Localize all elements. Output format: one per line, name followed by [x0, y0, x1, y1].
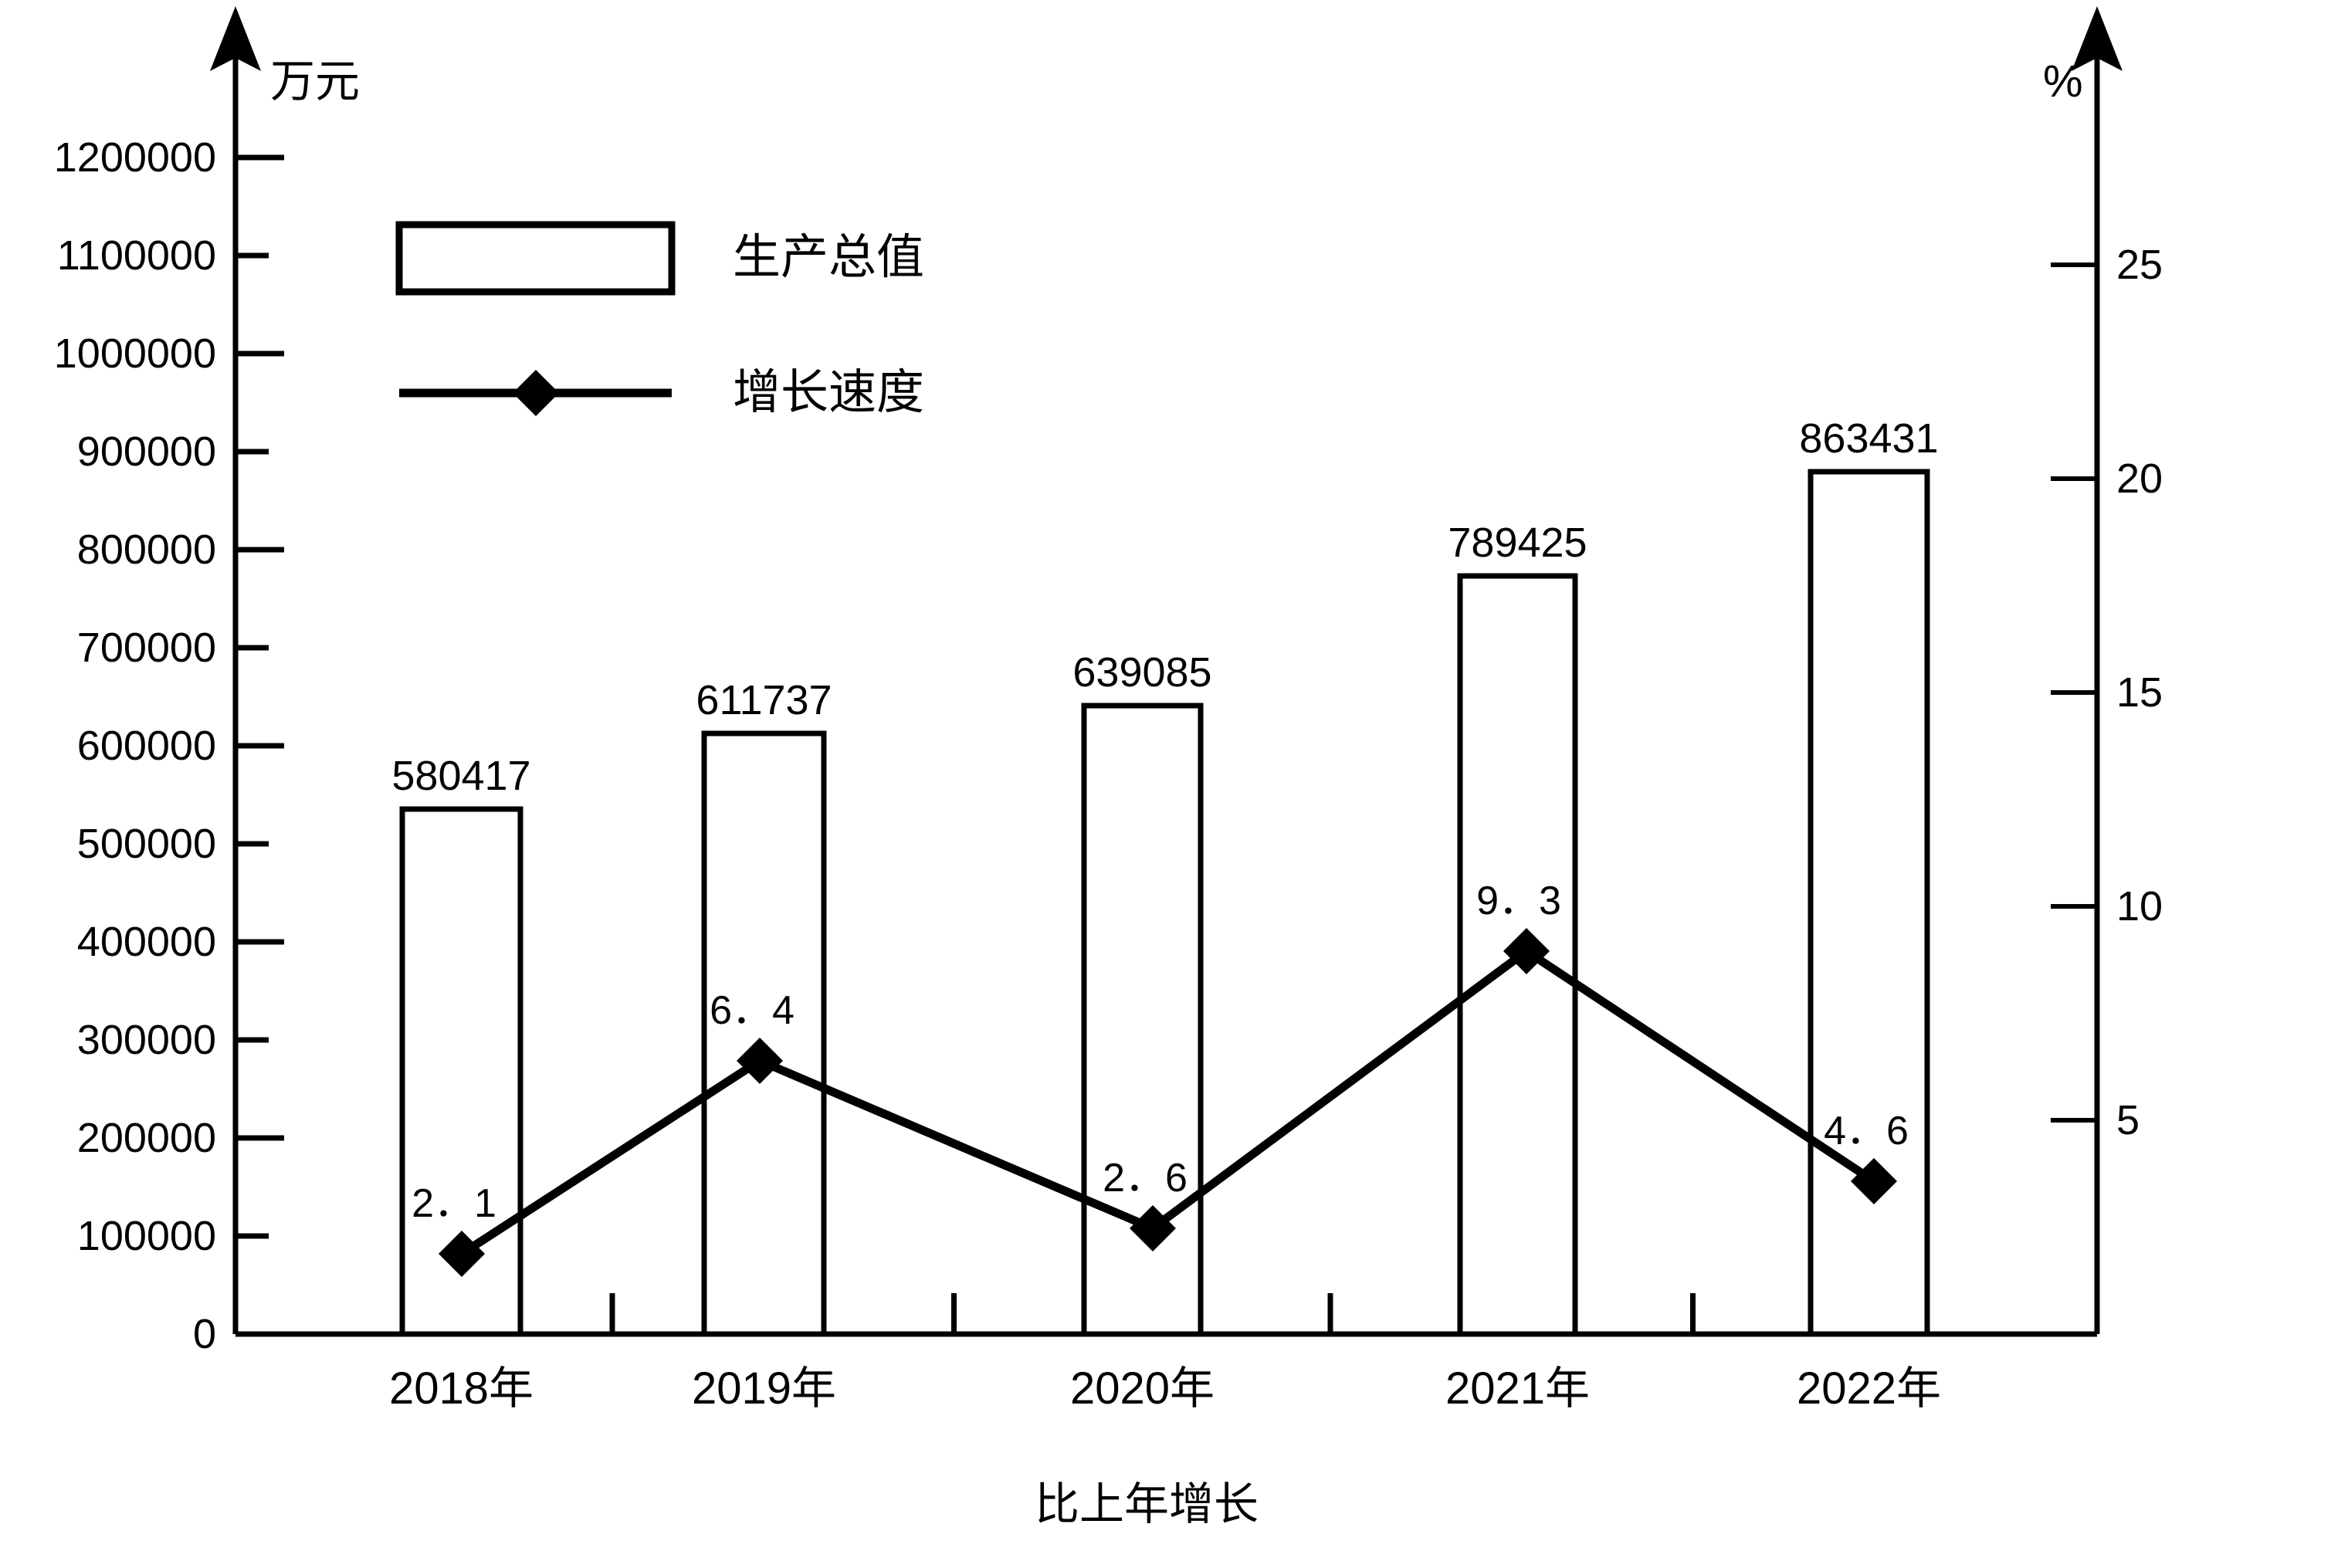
svg-text:10: 10 [2116, 883, 2163, 930]
svg-text:611737: 611737 [696, 677, 832, 723]
svg-text:2．1: 2．1 [412, 1181, 496, 1226]
svg-text:%: % [2043, 56, 2083, 107]
svg-text:6．4: 6．4 [710, 988, 795, 1033]
svg-text:1200000: 1200000 [54, 134, 216, 181]
svg-text:万元: 万元 [270, 56, 360, 107]
svg-text:0: 0 [193, 1311, 216, 1357]
svg-text:700000: 700000 [77, 625, 216, 671]
svg-text:增长速度: 增长速度 [733, 366, 924, 419]
svg-text:1000000: 1000000 [54, 330, 216, 377]
svg-text:800000: 800000 [77, 527, 216, 573]
svg-text:1100000: 1100000 [57, 232, 216, 279]
svg-text:789425: 789425 [1448, 520, 1587, 566]
svg-text:9．3: 9．3 [1476, 879, 1561, 923]
svg-text:2022年: 2022年 [1797, 1363, 1941, 1414]
svg-text:300000: 300000 [77, 1017, 216, 1063]
svg-text:4．6: 4．6 [1824, 1109, 1909, 1153]
svg-text:900000: 900000 [77, 428, 216, 475]
svg-text:100000: 100000 [77, 1213, 216, 1259]
svg-text:639085: 639085 [1072, 649, 1211, 696]
svg-text:2018年: 2018年 [389, 1363, 534, 1414]
svg-text:2020年: 2020年 [1070, 1363, 1215, 1414]
svg-text:400000: 400000 [77, 919, 216, 965]
svg-text:15: 15 [2116, 669, 2163, 716]
svg-text:5: 5 [2116, 1097, 2140, 1143]
svg-text:20: 20 [2116, 455, 2163, 502]
svg-text:600000: 600000 [77, 723, 216, 769]
svg-text:2．6: 2．6 [1103, 1156, 1188, 1201]
svg-text:生产总值: 生产总值 [733, 231, 924, 284]
svg-text:2019年: 2019年 [692, 1363, 836, 1414]
svg-text:200000: 200000 [77, 1115, 216, 1161]
svg-text:25: 25 [2116, 242, 2163, 288]
svg-text:863431: 863431 [1799, 415, 1938, 462]
svg-text:比上年增长: 比上年增长 [1035, 1479, 1259, 1529]
svg-text:2021年: 2021年 [1445, 1363, 1590, 1414]
svg-text:580417: 580417 [391, 753, 530, 799]
svg-text:500000: 500000 [77, 821, 216, 867]
